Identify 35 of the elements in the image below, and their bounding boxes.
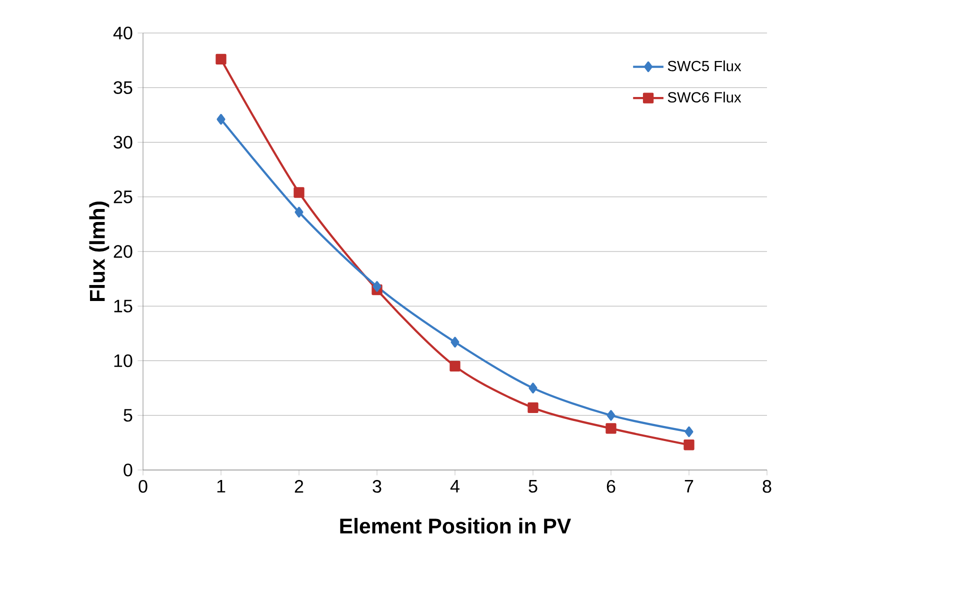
y-tick-label: 0 (124, 464, 132, 476)
y-tick-label: 15 (114, 300, 132, 312)
y-tick-label: 5 (124, 409, 132, 422)
point (528, 402, 538, 414)
x-tick-label: 4 (450, 480, 460, 492)
x-tick-label: 5 (528, 480, 538, 493)
x-tick-label: 0 (138, 480, 148, 493)
point (606, 410, 616, 421)
x-tick-label: 2 (294, 480, 304, 493)
point (684, 440, 694, 450)
x-tick-label: 1 (217, 480, 226, 492)
point (606, 423, 616, 434)
legend-label: SWC5 Flux (668, 60, 742, 72)
y-tick-label: 25 (114, 190, 132, 204)
point (684, 426, 694, 438)
point (294, 206, 304, 218)
point (372, 281, 382, 292)
point (450, 360, 460, 372)
point (294, 187, 304, 198)
y-tick-label: 40 (113, 26, 132, 40)
y-tick-label: 20 (114, 245, 132, 258)
point (450, 336, 460, 348)
y-tick-label: 10 (114, 354, 132, 368)
x-tick-label: 7 (684, 480, 694, 492)
x-tick-label: 3 (372, 480, 382, 493)
x-axis-title: Element Position in PV (340, 518, 572, 534)
x-tick-label: 6 (606, 480, 616, 493)
y-axis-title: Flux (lmh) (89, 202, 110, 302)
legend-label: SWC6 Flux (668, 92, 742, 103)
point (528, 382, 538, 394)
x-tick-label: 8 (762, 480, 772, 493)
point (216, 54, 226, 65)
y-tick-label: 30 (114, 136, 132, 149)
point (216, 114, 226, 125)
y-tick-label: 35 (114, 81, 132, 94)
